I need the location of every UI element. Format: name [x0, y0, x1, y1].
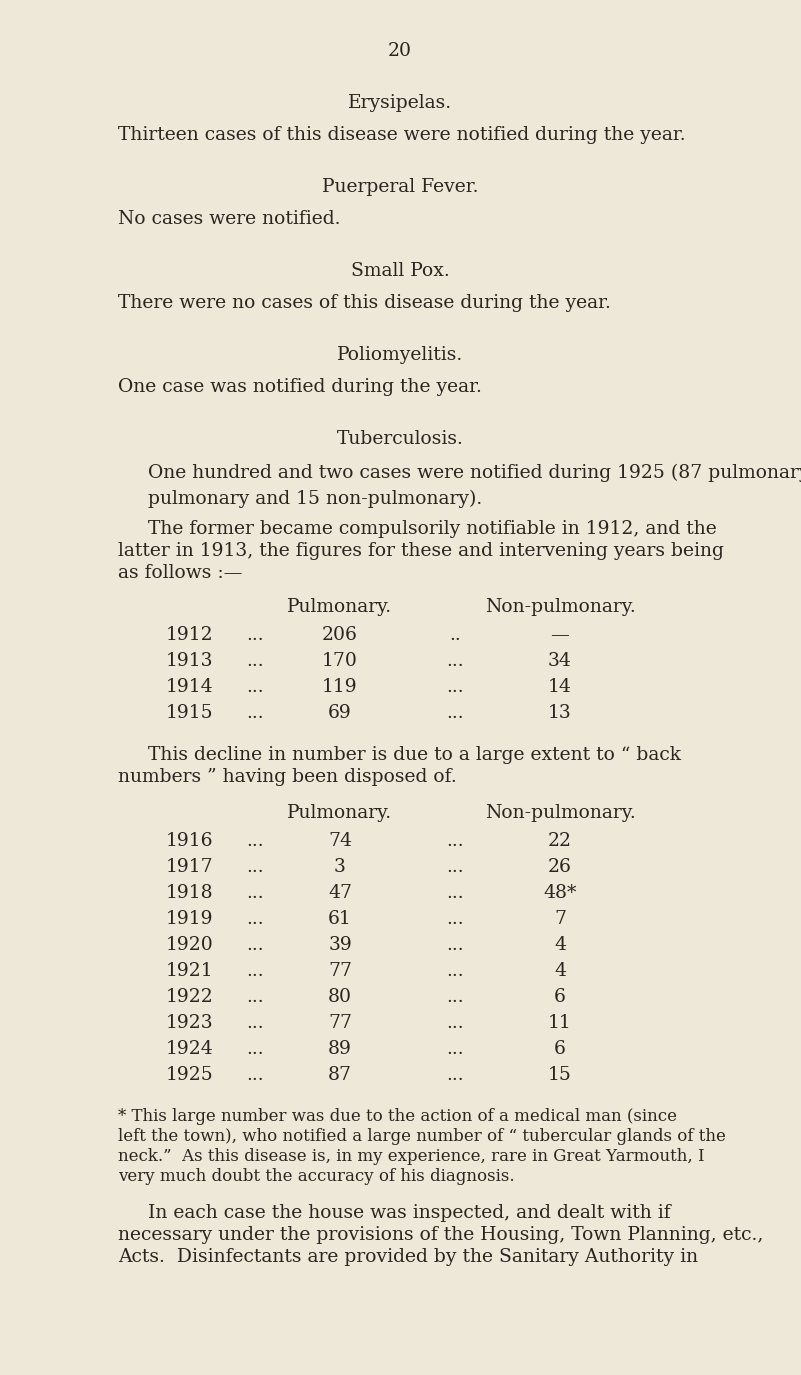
Text: ...: ... — [246, 936, 264, 954]
Text: 4: 4 — [554, 962, 566, 980]
Text: —: — — [550, 626, 570, 644]
Text: necessary under the provisions of the Housing, Town Planning, etc.,: necessary under the provisions of the Ho… — [118, 1226, 763, 1244]
Text: One case was notified during the year.: One case was notified during the year. — [118, 378, 482, 396]
Text: ...: ... — [446, 832, 464, 850]
Text: ...: ... — [446, 884, 464, 902]
Text: ...: ... — [246, 652, 264, 670]
Text: Pulmonary.: Pulmonary. — [288, 598, 392, 616]
Text: ...: ... — [246, 962, 264, 980]
Text: ...: ... — [246, 678, 264, 696]
Text: The former became compulsorily notifiable in 1912, and the: The former became compulsorily notifiabl… — [148, 520, 717, 538]
Text: 206: 206 — [322, 626, 358, 644]
Text: 87: 87 — [328, 1066, 352, 1084]
Text: 80: 80 — [328, 989, 352, 1006]
Text: Non-pulmonary.: Non-pulmonary. — [485, 598, 635, 616]
Text: 1924: 1924 — [166, 1040, 214, 1057]
Text: ...: ... — [246, 910, 264, 928]
Text: 1913: 1913 — [167, 652, 214, 670]
Text: 69: 69 — [328, 704, 352, 722]
Text: ...: ... — [246, 884, 264, 902]
Text: 13: 13 — [548, 704, 572, 722]
Text: 1925: 1925 — [166, 1066, 214, 1084]
Text: ...: ... — [446, 652, 464, 670]
Text: 77: 77 — [328, 962, 352, 980]
Text: ...: ... — [246, 858, 264, 876]
Text: ...: ... — [446, 1013, 464, 1033]
Text: * This large number was due to the action of a medical man (since: * This large number was due to the actio… — [118, 1108, 677, 1125]
Text: 1921: 1921 — [166, 962, 214, 980]
Text: ...: ... — [246, 704, 264, 722]
Text: 1922: 1922 — [166, 989, 214, 1006]
Text: Puerperal Fever.: Puerperal Fever. — [322, 177, 478, 197]
Text: ...: ... — [246, 626, 264, 644]
Text: 39: 39 — [328, 936, 352, 954]
Text: 1917: 1917 — [166, 858, 214, 876]
Text: as follows :—: as follows :— — [118, 564, 243, 582]
Text: 3: 3 — [334, 858, 346, 876]
Text: 14: 14 — [548, 678, 572, 696]
Text: 47: 47 — [328, 884, 352, 902]
Text: ...: ... — [446, 858, 464, 876]
Text: 48*: 48* — [543, 884, 577, 902]
Text: 1912: 1912 — [166, 626, 214, 644]
Text: 74: 74 — [328, 832, 352, 850]
Text: 6: 6 — [554, 1040, 566, 1057]
Text: latter in 1913, the figures for these and intervening years being: latter in 1913, the figures for these an… — [118, 542, 724, 560]
Text: very much doubt the accuracy of his diagnosis.: very much doubt the accuracy of his diag… — [118, 1167, 514, 1185]
Text: 26: 26 — [548, 858, 572, 876]
Text: No cases were notified.: No cases were notified. — [118, 210, 340, 228]
Text: neck.”  As this disease is, in my experience, rare in Great Yarmouth, I: neck.” As this disease is, in my experie… — [118, 1148, 705, 1165]
Text: 119: 119 — [322, 678, 358, 696]
Text: This decline in number is due to a large extent to “ back: This decline in number is due to a large… — [148, 747, 681, 764]
Text: 61: 61 — [328, 910, 352, 928]
Text: 22: 22 — [548, 832, 572, 850]
Text: In each case the house was inspected, and dealt with if: In each case the house was inspected, an… — [148, 1204, 670, 1222]
Text: Tuberculosis.: Tuberculosis. — [336, 430, 464, 448]
Text: ..: .. — [449, 626, 461, 644]
Text: 77: 77 — [328, 1013, 352, 1033]
Text: Non-pulmonary.: Non-pulmonary. — [485, 804, 635, 822]
Text: ...: ... — [246, 1066, 264, 1084]
Text: ...: ... — [246, 1040, 264, 1057]
Text: 170: 170 — [322, 652, 358, 670]
Text: ...: ... — [246, 832, 264, 850]
Text: Acts.  Disinfectants are provided by the Sanitary Authority in: Acts. Disinfectants are provided by the … — [118, 1248, 698, 1266]
Text: ...: ... — [246, 989, 264, 1006]
Text: There were no cases of this disease during the year.: There were no cases of this disease duri… — [118, 294, 611, 312]
Text: left the town), who notified a large number of “ tubercular glands of the: left the town), who notified a large num… — [118, 1128, 726, 1145]
Text: Poliomyelitis.: Poliomyelitis. — [337, 346, 463, 364]
Text: Pulmonary.: Pulmonary. — [288, 804, 392, 822]
Text: pulmonary and 15 non-pulmonary).: pulmonary and 15 non-pulmonary). — [148, 490, 482, 509]
Text: 11: 11 — [548, 1013, 572, 1033]
Text: ...: ... — [446, 989, 464, 1006]
Text: 1919: 1919 — [167, 910, 214, 928]
Text: ...: ... — [446, 936, 464, 954]
Text: ...: ... — [246, 1013, 264, 1033]
Text: numbers ” having been disposed of.: numbers ” having been disposed of. — [118, 769, 457, 786]
Text: Small Pox.: Small Pox. — [351, 263, 449, 280]
Text: 89: 89 — [328, 1040, 352, 1057]
Text: 4: 4 — [554, 936, 566, 954]
Text: 1915: 1915 — [166, 704, 214, 722]
Text: ...: ... — [446, 704, 464, 722]
Text: 6: 6 — [554, 989, 566, 1006]
Text: Thirteen cases of this disease were notified during the year.: Thirteen cases of this disease were noti… — [118, 126, 686, 144]
Text: ...: ... — [446, 678, 464, 696]
Text: ...: ... — [446, 962, 464, 980]
Text: 20: 20 — [388, 43, 412, 60]
Text: ...: ... — [446, 1040, 464, 1057]
Text: ...: ... — [446, 910, 464, 928]
Text: One hundred and two cases were notified during 1925 (87 pulmonary and 15 non-pul: One hundred and two cases were notified … — [148, 463, 801, 483]
Text: 7: 7 — [554, 910, 566, 928]
Text: 1914: 1914 — [166, 678, 214, 696]
Text: 1916: 1916 — [167, 832, 214, 850]
Text: 15: 15 — [548, 1066, 572, 1084]
Text: 1923: 1923 — [166, 1013, 214, 1033]
Text: 34: 34 — [548, 652, 572, 670]
Text: 1918: 1918 — [166, 884, 214, 902]
Text: ...: ... — [446, 1066, 464, 1084]
Text: Erysipelas.: Erysipelas. — [348, 94, 452, 111]
Text: 1920: 1920 — [166, 936, 214, 954]
